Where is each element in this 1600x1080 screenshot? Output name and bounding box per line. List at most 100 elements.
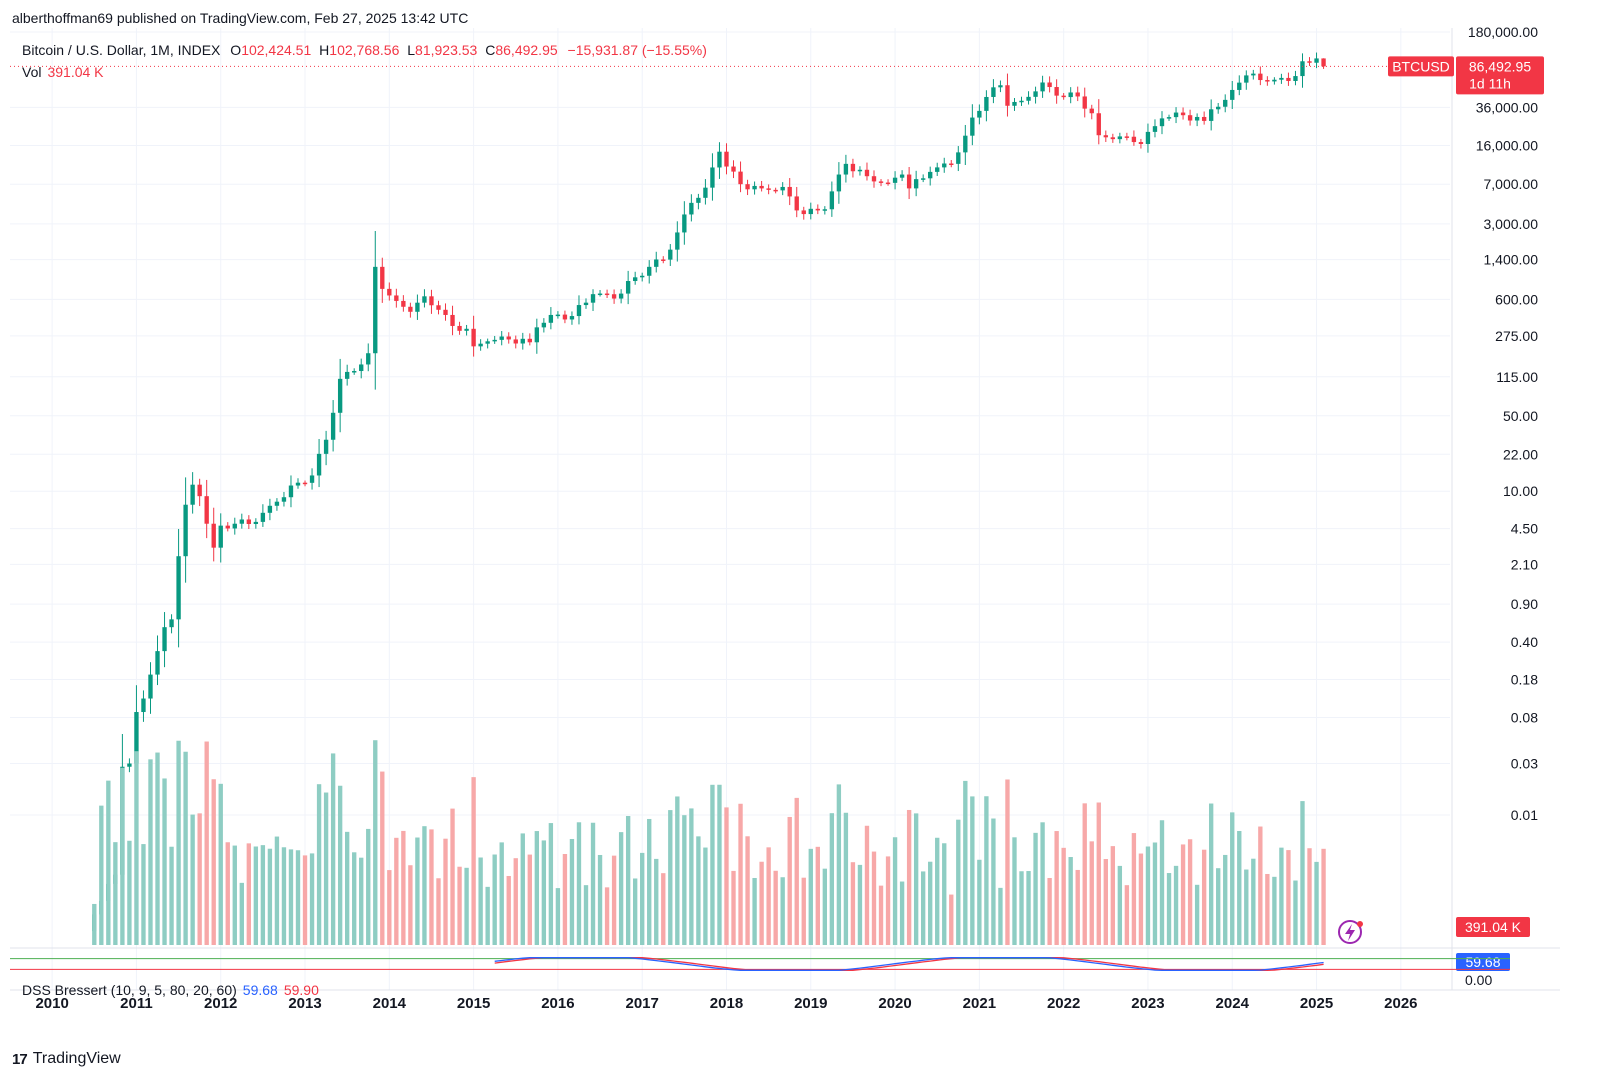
volume-bar	[1019, 871, 1024, 945]
volume-bar	[857, 864, 863, 945]
symbol-tag	[1388, 56, 1454, 77]
volume-bar	[935, 837, 940, 945]
candle-body	[429, 296, 434, 306]
candle	[717, 142, 722, 179]
candle-body	[274, 501, 280, 506]
volume-bar	[632, 878, 638, 945]
candle-body	[1005, 85, 1010, 106]
x-tick-label-6: 2016	[541, 995, 574, 1012]
brand-footer[interactable]: 17 TradingView	[12, 1050, 121, 1068]
x-tick-label-15: 2025	[1300, 995, 1333, 1012]
candle-body	[1110, 137, 1116, 140]
candle-body	[541, 322, 547, 328]
volume-bar	[267, 848, 273, 945]
candle-body	[464, 328, 469, 331]
volume-bar	[1279, 847, 1284, 945]
lightning-icon[interactable]	[1338, 920, 1363, 944]
candle	[668, 244, 673, 266]
candle-body	[956, 152, 961, 164]
candle-body	[604, 293, 610, 296]
candle	[232, 517, 237, 535]
candle-body	[1096, 113, 1101, 136]
candle-body	[998, 85, 1003, 88]
volume-bar	[373, 740, 378, 945]
volume-bar	[1138, 853, 1144, 945]
candle-body	[647, 266, 652, 276]
candle-body	[337, 378, 343, 413]
candle	[590, 289, 596, 312]
indicator-legend: DSS Bressert (10, 9, 5, 80, 20, 60) 59.68…	[22, 982, 319, 998]
lightning-icon-dot	[1357, 921, 1363, 927]
candle-body	[1117, 136, 1123, 140]
volume-bar	[906, 809, 912, 945]
volume-bar	[520, 833, 525, 945]
candle	[1258, 66, 1263, 86]
volume-bar	[309, 853, 315, 945]
y-tick-label-1: 36,000.00	[1476, 99, 1538, 115]
candle-body	[1194, 116, 1200, 121]
volume-bar	[1026, 871, 1031, 945]
candle-body	[963, 135, 968, 153]
candle	[548, 307, 554, 330]
candle	[625, 270, 631, 305]
candle	[787, 178, 792, 206]
volume-bar	[1012, 837, 1017, 945]
candle	[1307, 57, 1312, 66]
x-tick-label-16: 2026	[1384, 995, 1417, 1012]
volume-bar	[864, 825, 870, 945]
candle	[618, 289, 624, 304]
candle	[197, 478, 202, 507]
publish-info: alberthoffman69 published on TradingView…	[12, 10, 469, 26]
candle-body	[696, 197, 701, 203]
volume-bar	[380, 771, 385, 945]
volume-bar	[401, 830, 406, 945]
candle-body	[597, 293, 603, 296]
candle-body	[373, 266, 378, 354]
candle-body	[906, 174, 912, 189]
candle	[302, 480, 308, 487]
volume-bar	[661, 873, 666, 945]
last-price-tag	[1456, 56, 1544, 95]
candle-body	[632, 277, 638, 282]
candle	[1047, 76, 1052, 93]
lightning-icon-bolt	[1345, 924, 1355, 941]
volume-bar	[99, 805, 104, 945]
candle-body	[913, 179, 919, 189]
volume-bar	[1258, 826, 1263, 945]
candle	[682, 201, 687, 245]
volume-bar	[576, 822, 582, 945]
candle	[471, 315, 476, 357]
candle-body	[717, 151, 722, 168]
volume-bar	[1173, 865, 1179, 945]
y-tick-label-4: 3,000.00	[1484, 216, 1539, 232]
candle-body	[1047, 82, 1052, 88]
volume-bar	[843, 812, 849, 945]
candle	[337, 358, 343, 433]
volume-bar	[654, 858, 659, 945]
symbol-tag-text: BTCUSD	[1392, 58, 1450, 74]
candle-body	[808, 208, 813, 215]
volume-bar	[878, 885, 884, 945]
indicator-k-tag	[1456, 953, 1510, 971]
high-value: 102,768.56	[329, 42, 400, 58]
candle-body	[359, 364, 364, 372]
candle	[176, 528, 181, 648]
candle	[1237, 75, 1242, 96]
change-value: −15,931.87 (−15.55%)	[567, 42, 707, 58]
candle	[576, 295, 582, 325]
volume-bar	[1251, 858, 1256, 945]
volume-bar	[366, 828, 371, 945]
candle-body	[478, 343, 483, 347]
y-tick-label-16: 0.18	[1511, 672, 1538, 688]
candle	[1089, 104, 1094, 120]
candle-body	[190, 484, 195, 505]
indicator-scale-label: 0.00	[1465, 972, 1492, 988]
volume-bar	[780, 877, 785, 945]
candle-body	[555, 314, 561, 317]
candle-body	[260, 512, 266, 522]
candle-body	[1272, 79, 1277, 82]
volume-bar	[920, 871, 926, 945]
y-tick-label-14: 0.90	[1511, 596, 1538, 612]
candle-body	[590, 294, 596, 303]
